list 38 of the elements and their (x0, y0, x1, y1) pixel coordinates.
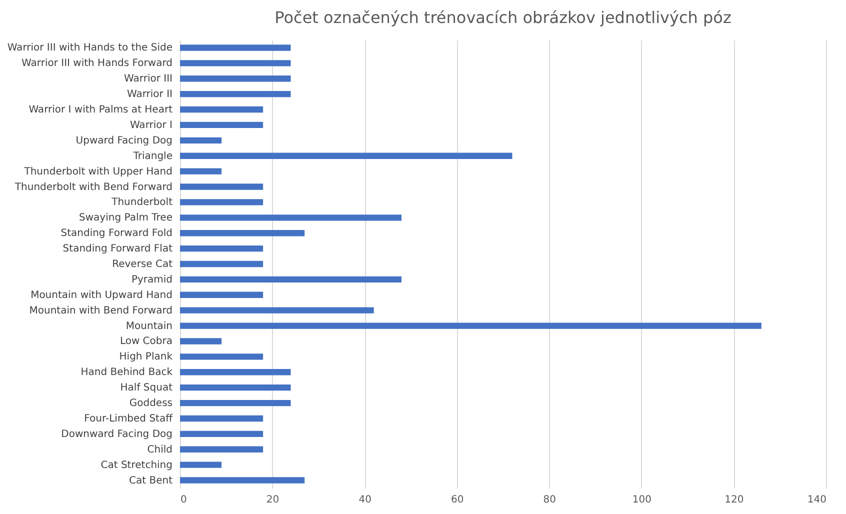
y-tick-label: Half Squat (120, 382, 173, 394)
y-tick-label: Upward Facing Dog (76, 135, 172, 146)
y-tick-label: Low Cobra (120, 336, 172, 348)
y-tick-label: Thunderbolt with Upper Hand (23, 166, 172, 178)
y-tick-label: Mountain with Upward Hand (30, 290, 172, 301)
x-tick-label: 0 (180, 494, 187, 506)
y-tick-label: Warrior III (124, 74, 172, 85)
y-tick-label: Warrior I with Palms at Heart (28, 104, 173, 116)
y-tick-label: Goddess (129, 398, 172, 410)
y-tick-label: Downward Facing Dog (61, 428, 172, 440)
y-tick-label: Mountain with Bend Forward (29, 305, 172, 316)
y-tick-label: Swaying Palm Tree (79, 212, 172, 224)
chart-title: Počet označených trénovacích obrázkov jednotlivých póz (274, 8, 732, 27)
x-tick-label: 140 (807, 494, 826, 506)
y-tick-label: Pyramid (131, 274, 172, 286)
y-tick-label: Warrior III with Hands to the Side (7, 42, 172, 54)
y-tick-label: Warrior III with Hands Forward (22, 58, 172, 70)
y-tick-label: High Plank (119, 352, 173, 363)
y-tick-label: Thunderbolt with Bend Forward (14, 182, 172, 193)
x-tick-label: 40 (358, 494, 372, 506)
y-tick-label: Warrior II (126, 89, 172, 100)
y-tick-label: Triangle (132, 150, 172, 162)
x-tick-label: 100 (632, 494, 652, 506)
x-tick-label: 80 (543, 494, 556, 506)
y-tick-label: Child (147, 444, 172, 456)
y-tick-label: Four-Limbed Staff (84, 413, 174, 424)
y-tick-label: Thunderbolt (110, 197, 173, 208)
y-tick-label: Standing Forward Flat (62, 244, 173, 255)
x-tick-label: 20 (266, 494, 280, 506)
y-tick-label: Hand Behind Back (80, 367, 173, 378)
y-tick-label: Warrior I (130, 120, 172, 131)
x-tick-label: 120 (724, 494, 744, 506)
x-tick-label: 60 (450, 494, 464, 506)
y-tick-label: Cat Bent (129, 475, 173, 486)
y-tick-label: Standing Forward Fold (60, 228, 172, 240)
y-tick-label: Reverse Cat (112, 259, 173, 270)
y-tick-label: Mountain (126, 320, 172, 332)
y-tick-label: Cat Stretching (100, 460, 172, 471)
